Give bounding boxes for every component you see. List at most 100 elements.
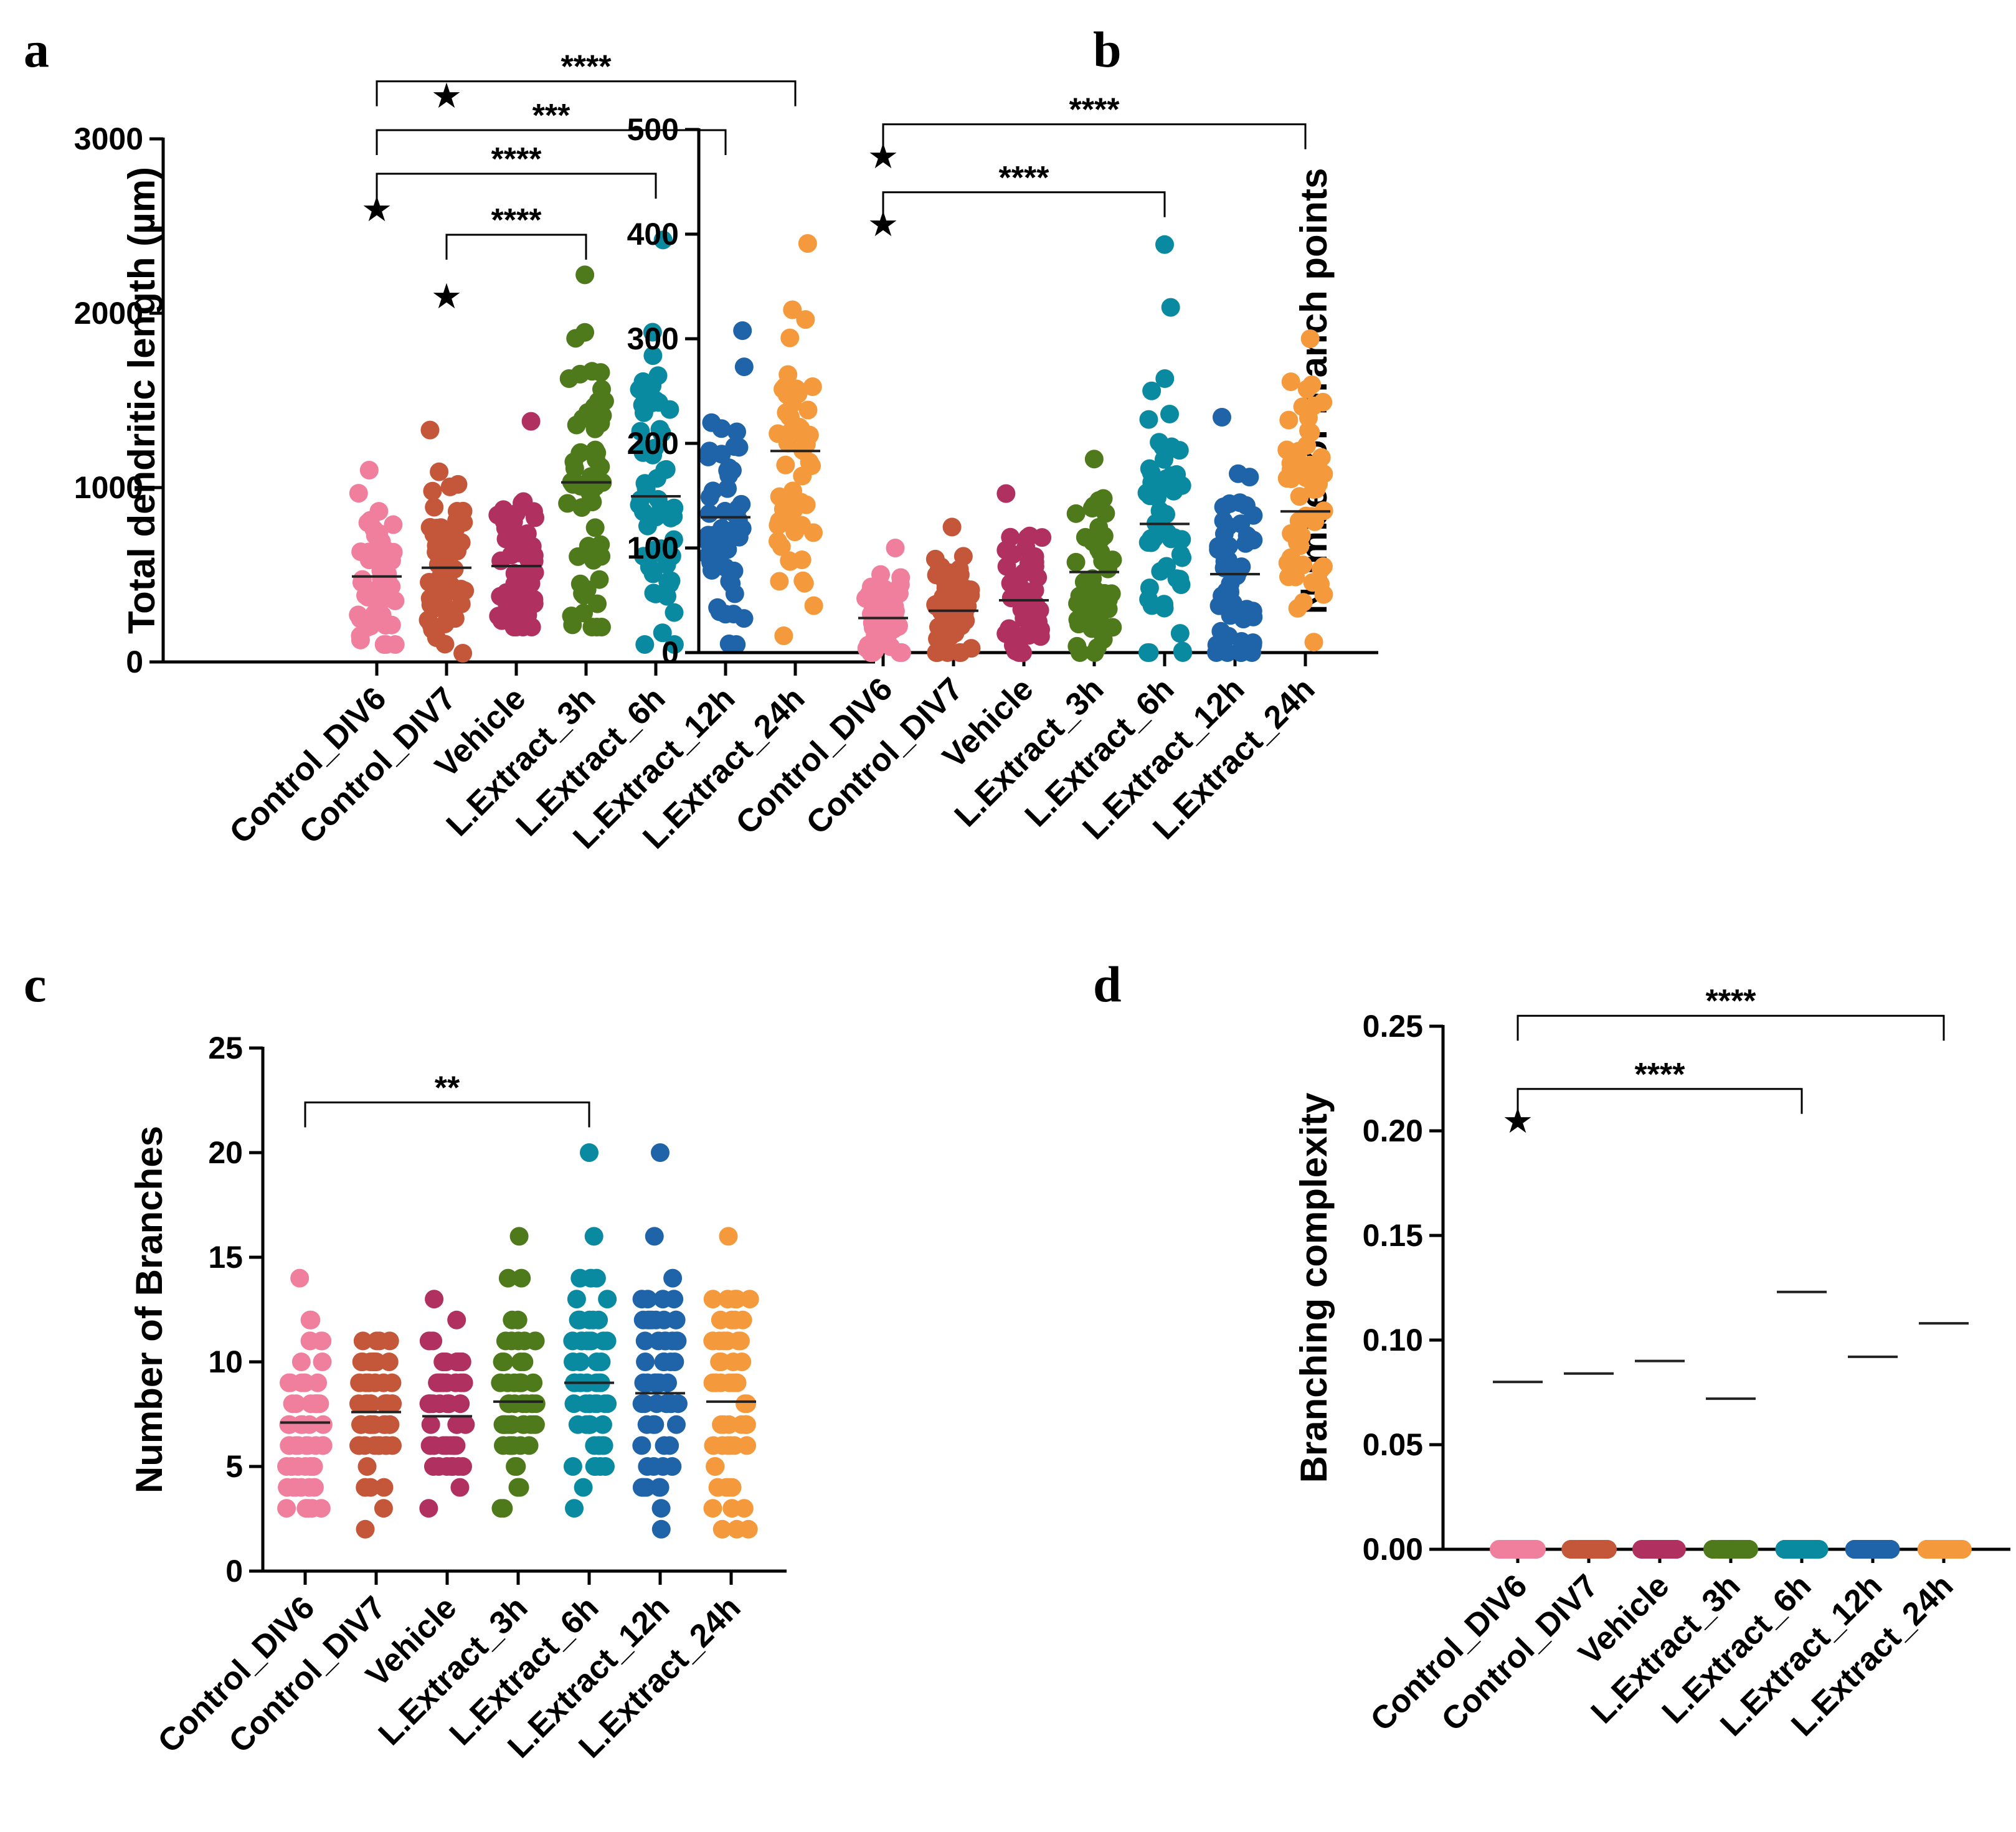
data-point xyxy=(598,1290,617,1309)
data-point xyxy=(1279,410,1299,430)
data-point xyxy=(428,1373,447,1392)
data-point xyxy=(643,564,663,583)
data-point xyxy=(574,1478,593,1497)
data-point xyxy=(1066,504,1086,523)
y-tick-label: 0.15 xyxy=(1363,1218,1423,1253)
data-point xyxy=(651,1519,671,1539)
data-point xyxy=(1858,1540,1877,1559)
data-point xyxy=(451,1394,470,1414)
data-point xyxy=(594,1436,613,1455)
data-point xyxy=(710,1353,729,1371)
data-point xyxy=(563,1457,582,1476)
data-point xyxy=(277,1499,296,1518)
data-point xyxy=(525,508,544,527)
data-point xyxy=(665,603,684,622)
data-point xyxy=(452,1353,471,1371)
data-point xyxy=(660,400,679,419)
data-point xyxy=(567,1290,586,1309)
data-point xyxy=(442,1457,461,1476)
data-point xyxy=(1209,540,1228,559)
data-point xyxy=(717,1331,737,1351)
panel-letter: a xyxy=(24,21,49,78)
data-point xyxy=(717,1478,736,1497)
data-point xyxy=(783,300,802,319)
data-point xyxy=(646,584,665,603)
data-point xyxy=(793,571,813,590)
data-point xyxy=(719,1227,738,1246)
data-point xyxy=(769,516,788,535)
data-point xyxy=(491,1499,511,1518)
data-point xyxy=(770,487,789,506)
data-point xyxy=(382,551,401,570)
data-point xyxy=(726,525,745,544)
data-point xyxy=(570,1268,590,1288)
data-point xyxy=(665,635,684,654)
data-point xyxy=(638,516,657,536)
data-point xyxy=(576,1394,595,1414)
data-point xyxy=(454,1373,473,1392)
data-point xyxy=(499,603,518,623)
data-point xyxy=(1142,381,1162,400)
data-point xyxy=(725,584,744,603)
data-point xyxy=(712,1519,732,1539)
data-point xyxy=(374,1478,394,1497)
data-point xyxy=(1076,527,1095,547)
data-point xyxy=(1091,543,1110,562)
data-point xyxy=(1173,548,1192,567)
data-point xyxy=(653,1457,673,1476)
data-point xyxy=(511,1373,530,1392)
data-point xyxy=(502,1415,521,1434)
data-point xyxy=(310,1394,329,1414)
data-point xyxy=(291,1353,311,1371)
data-point xyxy=(871,577,890,597)
data-point xyxy=(710,602,729,621)
data-point xyxy=(280,1436,299,1455)
data-point xyxy=(1290,487,1309,506)
data-point xyxy=(562,607,581,626)
data-point xyxy=(792,550,812,570)
significance-bracket xyxy=(376,172,657,199)
data-point xyxy=(936,607,955,626)
data-point xyxy=(1214,558,1234,577)
data-point xyxy=(1099,599,1118,618)
data-point xyxy=(664,530,683,549)
data-point xyxy=(664,507,683,526)
significance-label: *** xyxy=(532,98,570,134)
data-point xyxy=(1304,633,1323,652)
data-point xyxy=(653,230,673,250)
data-point xyxy=(643,323,662,342)
data-point xyxy=(356,1519,375,1539)
data-point xyxy=(645,1227,664,1246)
data-point xyxy=(1565,1540,1584,1559)
data-point xyxy=(526,1331,545,1351)
data-point xyxy=(725,437,744,456)
data-point xyxy=(1281,372,1300,392)
data-point xyxy=(740,1290,759,1309)
outlier-point xyxy=(1155,235,1174,254)
data-point xyxy=(739,1519,758,1539)
y-tick-label: 300 xyxy=(627,321,679,356)
data-point xyxy=(508,1310,528,1329)
data-point xyxy=(420,420,440,440)
y-tick-label: 0 xyxy=(126,645,143,679)
data-point xyxy=(349,484,368,503)
data-point xyxy=(1236,496,1256,515)
data-point xyxy=(508,1478,528,1497)
data-point xyxy=(1148,488,1167,508)
significance-label: **** xyxy=(491,202,542,238)
data-point xyxy=(665,1290,684,1309)
y-tick-label: 100 xyxy=(627,531,679,565)
data-point xyxy=(499,1394,519,1414)
data-point xyxy=(304,1457,323,1476)
data-point xyxy=(514,492,533,511)
data-point xyxy=(569,1310,588,1329)
star-marker: ★ xyxy=(361,189,392,230)
data-point xyxy=(665,1353,684,1371)
data-point xyxy=(632,1436,651,1455)
data-point xyxy=(567,415,586,435)
y-tick-label: 0.05 xyxy=(1363,1427,1423,1462)
data-point xyxy=(1490,1540,1510,1559)
data-point xyxy=(790,417,809,437)
